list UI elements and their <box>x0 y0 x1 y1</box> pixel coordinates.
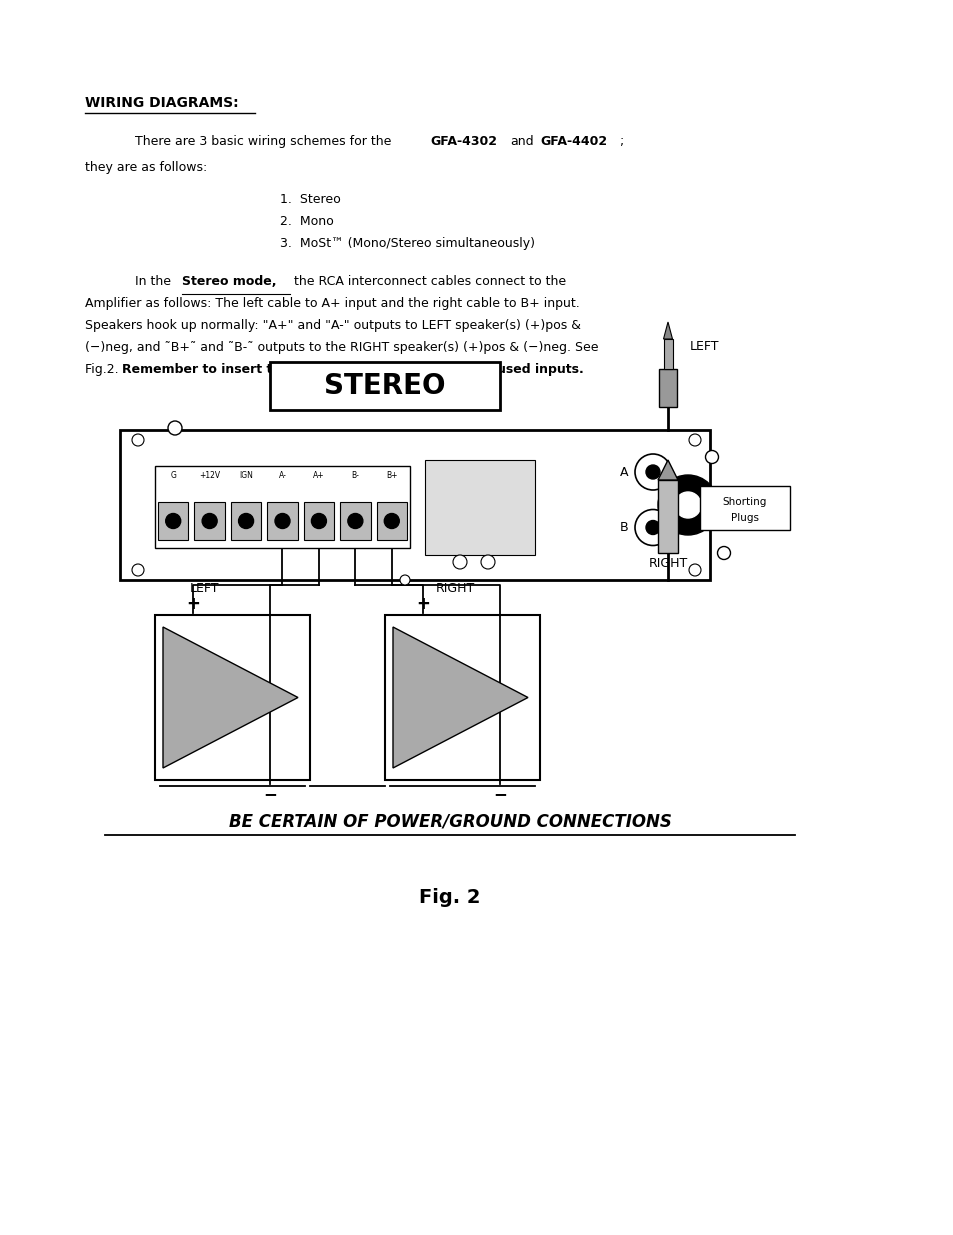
Polygon shape <box>393 627 527 768</box>
Circle shape <box>688 564 700 576</box>
Circle shape <box>132 433 144 446</box>
Bar <box>303 501 334 540</box>
Circle shape <box>705 451 718 463</box>
Bar <box>376 501 407 540</box>
Circle shape <box>168 421 182 435</box>
Text: A-: A- <box>278 471 286 480</box>
Text: BE CERTAIN OF POWER/GROUND CONNECTIONS: BE CERTAIN OF POWER/GROUND CONNECTIONS <box>229 811 671 830</box>
FancyBboxPatch shape <box>120 430 709 580</box>
Circle shape <box>132 564 144 576</box>
Circle shape <box>166 514 180 529</box>
Text: ;: ; <box>619 135 623 148</box>
Text: Shorting: Shorting <box>722 496 766 508</box>
Circle shape <box>274 514 290 529</box>
FancyBboxPatch shape <box>154 466 410 548</box>
Bar <box>385 615 539 781</box>
Text: A: A <box>618 466 627 478</box>
Circle shape <box>635 454 670 490</box>
Text: Speakers hook up normally: "A+" and "A-" outputs to LEFT speaker(s) (+)pos &: Speakers hook up normally: "A+" and "A-"… <box>85 319 580 332</box>
Circle shape <box>480 555 495 569</box>
Circle shape <box>658 475 718 535</box>
Text: Fig.2.: Fig.2. <box>85 363 123 375</box>
Text: Remember to insert the RCA Shorting Plugs in the unused inputs.: Remember to insert the RCA Shorting Plug… <box>122 363 583 375</box>
Text: 1.  Stereo: 1. Stereo <box>280 193 340 206</box>
Bar <box>659 369 677 408</box>
Text: 3.  MoSt™ (Mono/Stereo simultaneously): 3. MoSt™ (Mono/Stereo simultaneously) <box>280 237 535 249</box>
Circle shape <box>717 547 730 559</box>
Text: +: + <box>416 595 430 613</box>
Bar <box>662 338 672 369</box>
Bar <box>424 459 535 555</box>
Text: LEFT: LEFT <box>190 582 219 595</box>
Text: they are as follows:: they are as follows: <box>85 161 207 174</box>
Bar <box>231 501 261 540</box>
Text: There are 3 basic wiring schemes for the: There are 3 basic wiring schemes for the <box>135 135 395 148</box>
Polygon shape <box>658 459 678 480</box>
Text: +: + <box>186 595 200 613</box>
Circle shape <box>645 466 659 479</box>
Text: 2.  Mono: 2. Mono <box>280 215 334 228</box>
Text: +12V: +12V <box>199 471 220 480</box>
Text: B+: B+ <box>386 471 397 480</box>
FancyBboxPatch shape <box>700 487 789 530</box>
Text: LEFT: LEFT <box>689 340 719 353</box>
Circle shape <box>384 514 399 529</box>
Bar <box>194 501 225 540</box>
Circle shape <box>453 555 467 569</box>
Polygon shape <box>163 627 297 768</box>
Bar <box>154 615 310 781</box>
Text: A+: A+ <box>313 471 324 480</box>
Text: B-: B- <box>351 471 359 480</box>
Text: Plugs: Plugs <box>730 513 759 522</box>
Circle shape <box>645 520 659 535</box>
Text: GFA-4402: GFA-4402 <box>539 135 606 148</box>
Polygon shape <box>662 322 672 338</box>
Text: the RCA interconnect cables connect to the: the RCA interconnect cables connect to t… <box>290 275 565 288</box>
Text: In the: In the <box>135 275 174 288</box>
Text: −: − <box>493 785 506 803</box>
Circle shape <box>311 514 326 529</box>
Text: (−)neg, and ˜B+˜ and ˜B-˜ outputs to the RIGHT speaker(s) (+)pos & (−)neg. See: (−)neg, and ˜B+˜ and ˜B-˜ outputs to the… <box>85 341 598 354</box>
Circle shape <box>348 514 362 529</box>
Text: WIRING DIAGRAMS:: WIRING DIAGRAMS: <box>85 96 238 110</box>
Text: IGN: IGN <box>239 471 253 480</box>
Circle shape <box>635 510 670 546</box>
Text: Amplifier as follows: The left cable to A+ input and the right cable to B+ input: Amplifier as follows: The left cable to … <box>85 296 579 310</box>
Text: and: and <box>510 135 533 148</box>
Bar <box>158 501 189 540</box>
Circle shape <box>238 514 253 529</box>
Bar <box>340 501 370 540</box>
Text: G: G <box>170 471 176 480</box>
Bar <box>658 480 678 553</box>
Text: STEREO: STEREO <box>324 372 445 400</box>
Circle shape <box>675 492 700 517</box>
Text: −: − <box>263 785 276 803</box>
Bar <box>267 501 297 540</box>
Text: RIGHT: RIGHT <box>435 582 475 595</box>
Circle shape <box>688 433 700 446</box>
Circle shape <box>399 576 410 585</box>
Text: GFA-4302: GFA-4302 <box>430 135 497 148</box>
Text: RIGHT: RIGHT <box>648 557 687 571</box>
Text: B: B <box>618 521 627 534</box>
FancyBboxPatch shape <box>270 362 499 410</box>
Text: Stereo mode,: Stereo mode, <box>182 275 276 288</box>
Text: Fig. 2: Fig. 2 <box>418 888 480 906</box>
Circle shape <box>202 514 217 529</box>
